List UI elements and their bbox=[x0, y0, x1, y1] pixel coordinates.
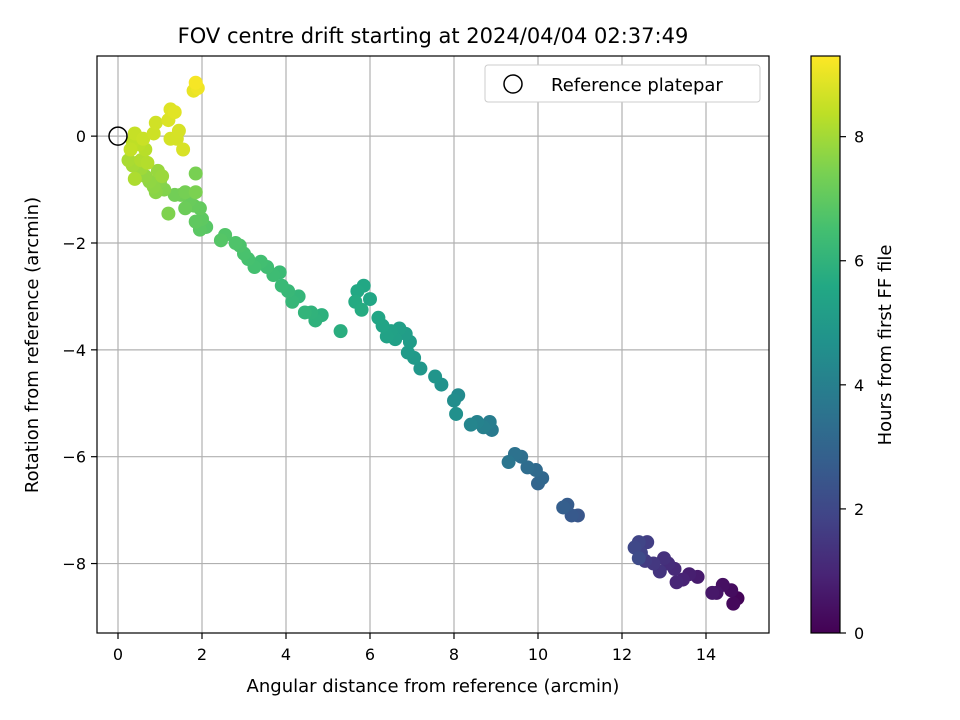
colorbar-tick-label: 2 bbox=[854, 500, 864, 519]
x-tick-label: 14 bbox=[696, 645, 716, 664]
reference-platepar-marker bbox=[108, 126, 128, 146]
data-point bbox=[148, 115, 163, 130]
data-point bbox=[363, 292, 377, 307]
data-point bbox=[121, 153, 136, 168]
colorbar-label: Hours from first FF file bbox=[875, 245, 896, 446]
data-point bbox=[127, 171, 142, 186]
data-point bbox=[140, 155, 155, 170]
x-tick-label: 6 bbox=[365, 645, 375, 664]
colorbar-gradient bbox=[810, 55, 841, 634]
data-point bbox=[297, 305, 312, 320]
data-point bbox=[161, 206, 176, 221]
data-point bbox=[627, 540, 642, 555]
chart-title: FOV centre drift starting at 2024/04/04 … bbox=[178, 24, 689, 48]
data-point bbox=[285, 294, 300, 309]
data-point bbox=[136, 131, 151, 146]
data-point bbox=[171, 123, 186, 138]
x-tick-label: 12 bbox=[612, 645, 632, 664]
data-point bbox=[176, 142, 191, 157]
data-point bbox=[188, 75, 203, 90]
data-point bbox=[274, 278, 289, 293]
x-tick-label: 4 bbox=[281, 645, 291, 664]
x-axis-ticks: 0 2 4 6 8 10 12 14 bbox=[113, 633, 716, 664]
y-axis-label: Rotation from reference (arcmin) bbox=[22, 197, 43, 493]
data-point bbox=[350, 284, 365, 299]
y-tick-label: −8 bbox=[62, 555, 86, 574]
y-tick-label: −2 bbox=[62, 234, 86, 253]
data-point bbox=[188, 185, 203, 200]
data-point bbox=[188, 166, 203, 181]
colorbar-tick-label: 4 bbox=[854, 376, 864, 395]
data-point bbox=[705, 585, 720, 600]
data-point bbox=[188, 214, 203, 229]
data-points bbox=[121, 75, 745, 611]
data-point bbox=[726, 596, 741, 611]
data-point bbox=[631, 551, 646, 566]
data-point bbox=[213, 233, 228, 248]
data-point bbox=[333, 324, 348, 339]
data-point bbox=[413, 361, 428, 376]
data-point bbox=[167, 187, 182, 202]
data-point bbox=[354, 302, 369, 317]
data-point bbox=[167, 105, 182, 120]
data-point bbox=[228, 235, 243, 250]
data-point bbox=[520, 460, 535, 475]
colorbar-tick-label: 0 bbox=[854, 624, 864, 643]
colorbar: 0 2 4 6 8 Hours from first FF file bbox=[810, 55, 896, 643]
colorbar-ticks: 0 2 4 6 8 bbox=[840, 128, 864, 643]
y-tick-label: −6 bbox=[62, 448, 86, 467]
data-point bbox=[146, 126, 161, 141]
data-point bbox=[123, 142, 138, 157]
data-point bbox=[155, 169, 170, 184]
colorbar-tick-label: 8 bbox=[854, 128, 864, 147]
x-tick-label: 0 bbox=[113, 645, 123, 664]
legend-box bbox=[484, 64, 761, 103]
x-tick-label: 2 bbox=[197, 645, 207, 664]
x-axis-label: Angular distance from reference (arcmin) bbox=[247, 676, 620, 697]
data-point bbox=[501, 455, 516, 470]
data-point bbox=[463, 417, 478, 432]
data-point bbox=[371, 310, 386, 325]
data-point bbox=[428, 369, 443, 384]
data-point bbox=[447, 393, 461, 408]
data-point bbox=[379, 329, 394, 344]
x-tick-label: 8 bbox=[449, 645, 459, 664]
data-point bbox=[178, 201, 193, 216]
y-tick-label: 0 bbox=[76, 127, 86, 146]
legend: Reference platepar bbox=[484, 64, 761, 103]
data-point bbox=[178, 185, 193, 200]
data-point bbox=[669, 575, 684, 590]
colorbar-tick-label: 6 bbox=[854, 252, 864, 271]
data-point bbox=[657, 551, 671, 566]
legend-label-reference: Reference platepar bbox=[551, 75, 723, 96]
legend-marker-reference bbox=[503, 74, 523, 94]
y-axis-ticks: 0 −2 −4 −6 −8 bbox=[62, 127, 97, 574]
data-point bbox=[556, 500, 571, 515]
x-tick-label: 10 bbox=[528, 645, 548, 664]
plot-area bbox=[97, 56, 769, 633]
data-point bbox=[449, 406, 464, 421]
y-tick-label: −4 bbox=[62, 341, 86, 360]
axes-frame bbox=[96, 55, 770, 634]
data-point bbox=[400, 345, 415, 360]
